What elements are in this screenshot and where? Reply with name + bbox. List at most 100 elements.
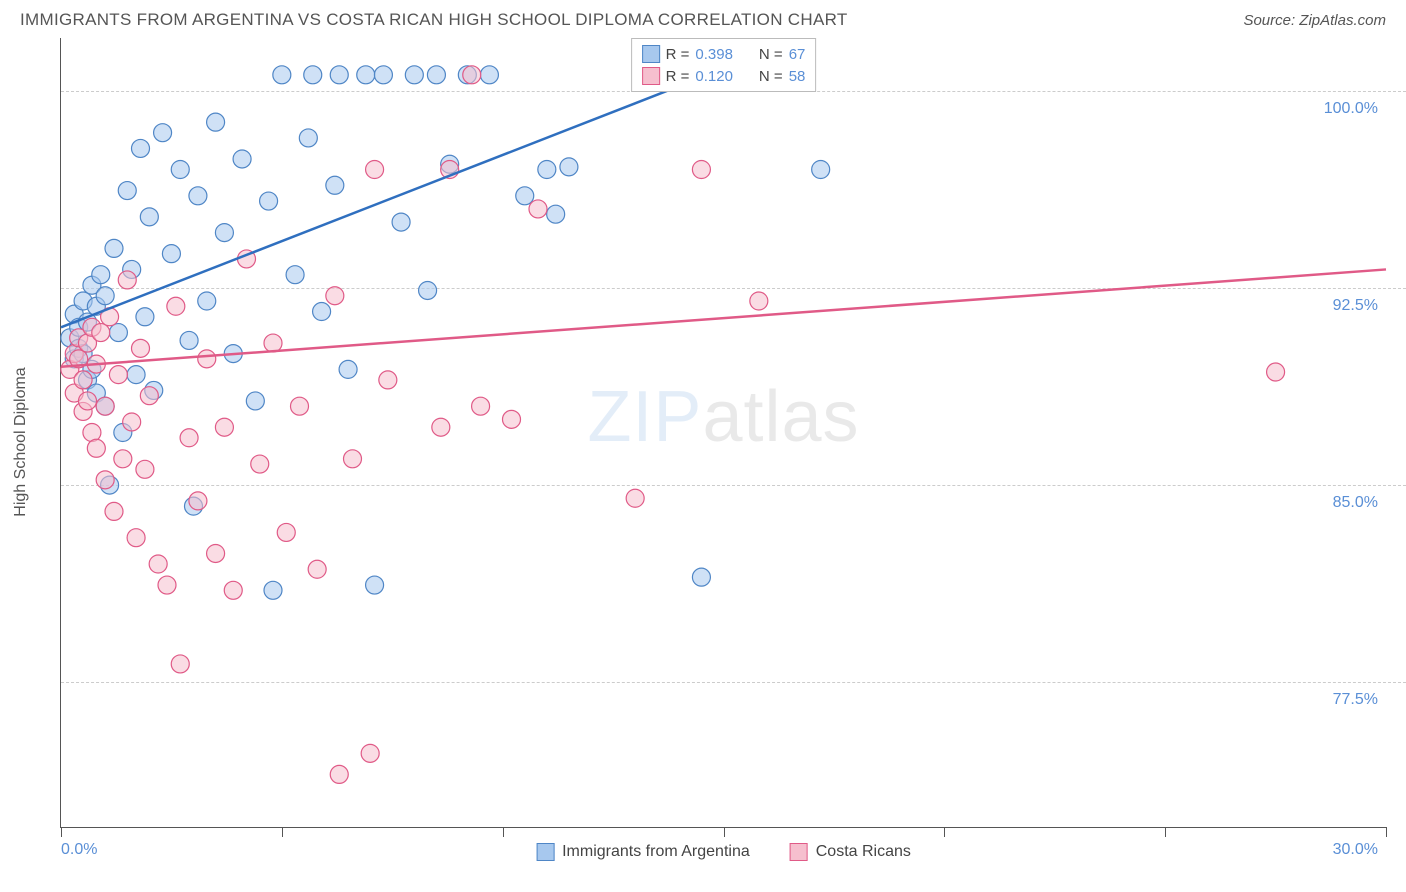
x-tick: [503, 827, 504, 837]
data-point-costarica: [224, 581, 242, 599]
bottom-legend-label: Immigrants from Argentina: [562, 843, 750, 861]
data-point-costarica: [626, 489, 644, 507]
legend-swatch: [790, 843, 808, 861]
correlation-legend: R =0.398N =67R =0.120N =58: [631, 38, 817, 92]
data-point-costarica: [198, 350, 216, 368]
data-point-costarica: [503, 410, 521, 428]
data-point-costarica: [171, 655, 189, 673]
data-point-costarica: [207, 544, 225, 562]
bottom-legend-item-costarica: Costa Ricans: [790, 843, 911, 861]
y-axis-title: High School Diploma: [12, 367, 30, 516]
legend-r-label: R =: [666, 46, 690, 63]
regression-line-argentina: [61, 77, 701, 327]
data-point-costarica: [366, 161, 384, 179]
x-axis-min-label: 0.0%: [61, 841, 97, 859]
data-point-argentina: [264, 581, 282, 599]
data-point-argentina: [392, 213, 410, 231]
y-tick-label: 100.0%: [1324, 100, 1378, 118]
data-point-argentina: [299, 129, 317, 147]
data-point-argentina: [105, 239, 123, 257]
data-point-argentina: [304, 66, 322, 84]
y-tick-label: 92.5%: [1333, 297, 1378, 315]
legend-r-label: R =: [666, 68, 690, 85]
data-point-argentina: [260, 192, 278, 210]
data-point-costarica: [158, 576, 176, 594]
x-tick: [1386, 827, 1387, 837]
data-point-argentina: [136, 308, 154, 326]
data-point-argentina: [127, 366, 145, 384]
data-point-costarica: [308, 560, 326, 578]
data-point-costarica: [180, 429, 198, 447]
data-point-argentina: [405, 66, 423, 84]
data-point-costarica: [114, 450, 132, 468]
data-point-costarica: [277, 523, 295, 541]
legend-swatch: [536, 843, 554, 861]
legend-row-costarica: R =0.120N =58: [642, 65, 806, 87]
data-point-costarica: [692, 161, 710, 179]
data-point-argentina: [140, 208, 158, 226]
data-point-argentina: [246, 392, 264, 410]
data-point-argentina: [419, 281, 437, 299]
chart-area: High School Diploma ZIPatlas R =0.398N =…: [60, 38, 1386, 828]
data-point-costarica: [330, 765, 348, 783]
data-point-costarica: [136, 460, 154, 478]
legend-swatch: [642, 45, 660, 63]
data-point-costarica: [472, 397, 490, 415]
bottom-legend: Immigrants from Argentina Costa Ricans: [536, 843, 911, 861]
data-point-argentina: [357, 66, 375, 84]
data-point-costarica: [96, 397, 114, 415]
data-point-argentina: [547, 205, 565, 223]
data-point-argentina: [154, 124, 172, 142]
data-point-argentina: [198, 292, 216, 310]
data-point-costarica: [92, 324, 110, 342]
data-point-costarica: [251, 455, 269, 473]
data-point-costarica: [140, 387, 158, 405]
chart-header: IMMIGRANTS FROM ARGENTINA VS COSTA RICAN…: [0, 0, 1406, 34]
data-point-costarica: [167, 297, 185, 315]
data-point-argentina: [427, 66, 445, 84]
data-point-costarica: [529, 200, 547, 218]
data-point-costarica: [1267, 363, 1285, 381]
data-point-argentina: [215, 224, 233, 242]
legend-swatch: [642, 67, 660, 85]
data-point-argentina: [480, 66, 498, 84]
legend-n-label: N =: [759, 68, 783, 85]
data-point-argentina: [313, 303, 331, 321]
y-tick-label: 77.5%: [1333, 691, 1378, 709]
data-point-costarica: [432, 418, 450, 436]
legend-n-value: 58: [789, 68, 806, 85]
chart-title: IMMIGRANTS FROM ARGENTINA VS COSTA RICAN…: [20, 10, 848, 30]
x-tick: [1165, 827, 1166, 837]
data-point-costarica: [463, 66, 481, 84]
data-point-costarica: [291, 397, 309, 415]
data-point-costarica: [79, 392, 97, 410]
y-tick-label: 85.0%: [1333, 494, 1378, 512]
data-point-costarica: [118, 271, 136, 289]
legend-r-value: 0.398: [695, 46, 733, 63]
legend-row-argentina: R =0.398N =67: [642, 43, 806, 65]
data-point-costarica: [83, 424, 101, 442]
data-point-argentina: [273, 66, 291, 84]
data-point-argentina: [330, 66, 348, 84]
data-point-argentina: [560, 158, 578, 176]
data-point-argentina: [132, 139, 150, 157]
data-point-argentina: [339, 360, 357, 378]
data-point-costarica: [750, 292, 768, 310]
scatter-plot: [61, 38, 1386, 827]
data-point-argentina: [180, 331, 198, 349]
data-point-argentina: [118, 182, 136, 200]
data-point-argentina: [286, 266, 304, 284]
data-point-costarica: [105, 502, 123, 520]
data-point-costarica: [361, 744, 379, 762]
data-point-argentina: [692, 568, 710, 586]
x-tick: [944, 827, 945, 837]
regression-line-costarica: [61, 269, 1386, 366]
data-point-argentina: [326, 176, 344, 194]
data-point-costarica: [127, 529, 145, 547]
data-point-costarica: [149, 555, 167, 573]
data-point-argentina: [92, 266, 110, 284]
data-point-argentina: [812, 161, 830, 179]
data-point-argentina: [374, 66, 392, 84]
data-point-argentina: [96, 287, 114, 305]
data-point-argentina: [538, 161, 556, 179]
